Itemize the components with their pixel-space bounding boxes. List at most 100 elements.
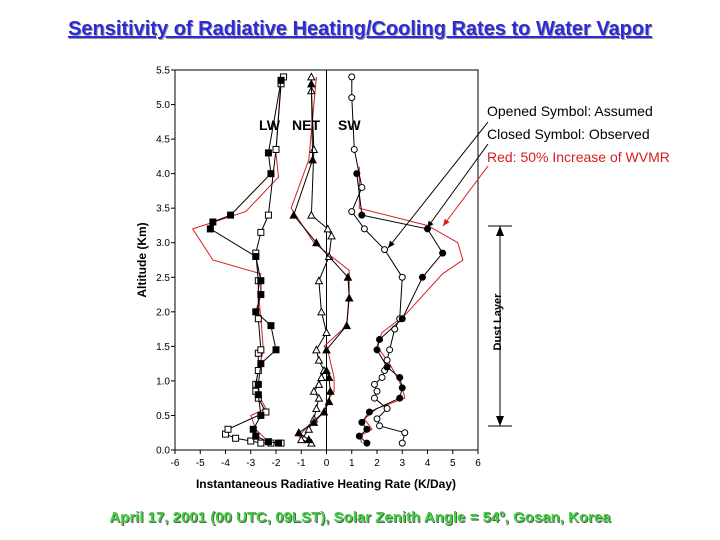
triangle-point-net-observed	[322, 365, 331, 375]
square-point-lw-assumed	[254, 367, 262, 375]
circle-point-sw-observed	[365, 408, 373, 416]
series-line-sw-assumed	[351, 76, 406, 444]
x-tick-label: 6	[475, 458, 481, 469]
y-tick-label: 4.5	[156, 135, 170, 146]
series-line-sw-observed	[356, 173, 444, 444]
y-tick-label: 0.0	[156, 446, 170, 457]
x-tick-label: -6	[171, 458, 180, 469]
triangle-point-net-assumed	[309, 144, 319, 153]
circle-point-sw-observed	[358, 211, 366, 219]
triangle-point-net-assumed	[309, 386, 319, 395]
group-label-sw: SW	[338, 117, 361, 133]
triangle-point-net-assumed	[307, 210, 316, 219]
square-point-lw-observed	[206, 225, 214, 233]
circle-point-sw-assumed	[350, 145, 358, 153]
x-tick-label: 3	[399, 458, 405, 469]
x-tick-label: -2	[272, 458, 281, 469]
triangle-point-net-assumed	[314, 276, 324, 285]
x-tick-label: 5	[450, 458, 456, 469]
triangle-point-net-assumed	[317, 372, 326, 381]
dust-layer-top-arrowhead	[496, 226, 504, 236]
square-point-lw-assumed	[254, 315, 262, 323]
y-tick-label: 3.0	[156, 238, 170, 249]
triangle-point-net-observed	[325, 386, 335, 395]
circle-point-sw-observed	[376, 335, 384, 343]
triangle-point-net-observed	[324, 397, 334, 406]
triangle-point-net-assumed	[304, 424, 314, 433]
x-tick-label: -1	[297, 458, 306, 469]
y-axis-label: Altitude (Km)	[135, 222, 149, 297]
triangle-point-net-assumed	[317, 307, 326, 316]
circle-point-sw-assumed	[398, 273, 406, 281]
dust-layer-label: Dust Layer	[492, 293, 504, 351]
group-label-net: NET	[292, 117, 320, 133]
x-tick-label: -5	[196, 458, 205, 469]
y-tick-label: 3.5	[156, 204, 170, 215]
slide-footer: April 17, 2001 (00 UTC, 09LST), Solar Ze…	[109, 509, 611, 526]
square-point-lw-observed	[252, 253, 260, 261]
triangle-point-net-observed	[294, 428, 304, 437]
triangle-point-net-assumed	[327, 231, 336, 240]
circle-point-sw-assumed	[370, 394, 378, 402]
series-line-net-assumed	[300, 76, 333, 444]
square-point-lw-observed	[254, 380, 262, 388]
triangle-point-net-observed	[322, 345, 331, 354]
annotation-opened-symbol: Opened Symbol: Assumed	[487, 103, 653, 119]
triangle-point-net-assumed	[314, 355, 324, 364]
x-axis-label: Instantaneous Radiative Heating Rate (K/…	[196, 477, 456, 491]
series-line-sw-red	[358, 166, 464, 444]
triangle-point-net-assumed	[314, 379, 324, 388]
circle-point-sw-assumed	[348, 208, 356, 216]
y-tick-label: 2.5	[156, 273, 170, 284]
square-point-lw-observed	[264, 149, 272, 157]
circle-point-sw-observed	[363, 439, 371, 447]
circle-point-sw-observed	[373, 346, 381, 354]
y-ticks: 0.0 0.5 1.0 1.5 2.0 2.5 3.0 3.5 4.0 4.5 5.0 5.5	[156, 66, 175, 457]
square-point-lw-assumed	[264, 211, 272, 219]
circle-point-sw-assumed	[401, 429, 409, 437]
arrow-opened-symbol	[387, 121, 489, 249]
triangle-point-net-observed	[308, 155, 317, 164]
x-ticks: -6 -5 -4 -3 -2 -1 0 1 2 3 4 5 6	[171, 450, 481, 469]
square-point-lw-assumed	[247, 437, 255, 445]
slide-title: Sensitivity of Radiative Heating/Cooling…	[68, 18, 652, 40]
circle-point-sw-observed	[396, 394, 404, 402]
y-tick-label: 5.5	[156, 66, 170, 77]
triangle-point-net-assumed	[312, 345, 321, 354]
circle-point-sw-observed	[398, 315, 406, 323]
x-tick-label: 4	[425, 458, 431, 469]
circle-point-sw-observed	[383, 363, 391, 371]
square-point-lw-observed	[209, 218, 217, 226]
circle-point-sw-observed	[396, 373, 404, 381]
circle-point-sw-assumed	[386, 346, 394, 354]
circle-point-sw-observed	[418, 273, 426, 281]
circle-point-sw-assumed	[383, 405, 391, 413]
series-line-lw-red	[191, 76, 282, 444]
circle-point-sw-assumed	[360, 225, 368, 233]
triangle-point-net-observed	[312, 238, 321, 247]
square-point-lw-assumed	[257, 439, 265, 447]
circle-point-sw-assumed	[398, 439, 406, 447]
arrow-closed-symbol	[426, 143, 489, 229]
circle-point-sw-assumed	[358, 183, 366, 191]
square-point-lw-observed	[257, 291, 265, 299]
triangle-point-net-assumed	[296, 435, 306, 444]
arrow-red-line	[442, 165, 489, 227]
square-point-lw-observed	[257, 360, 265, 368]
square-point-lw-observed	[272, 346, 280, 354]
square-point-lw-observed	[267, 170, 275, 178]
series-line-lw-observed	[209, 80, 282, 444]
square-point-lw-assumed	[257, 228, 265, 236]
triangle-point-net-observed	[344, 293, 354, 302]
circle-point-sw-assumed	[383, 356, 391, 364]
circle-point-sw-assumed	[348, 73, 356, 81]
triangle-point-net-assumed	[307, 72, 316, 81]
y-tick-label: 0.5	[156, 411, 170, 422]
triangle-point-net-assumed	[312, 403, 321, 413]
x-tick-label: 0	[324, 458, 330, 469]
circle-point-sw-observed	[358, 418, 366, 426]
circle-point-sw-assumed	[373, 387, 381, 395]
series-line-lw-assumed	[224, 76, 285, 444]
square-point-lw-observed	[267, 322, 275, 330]
